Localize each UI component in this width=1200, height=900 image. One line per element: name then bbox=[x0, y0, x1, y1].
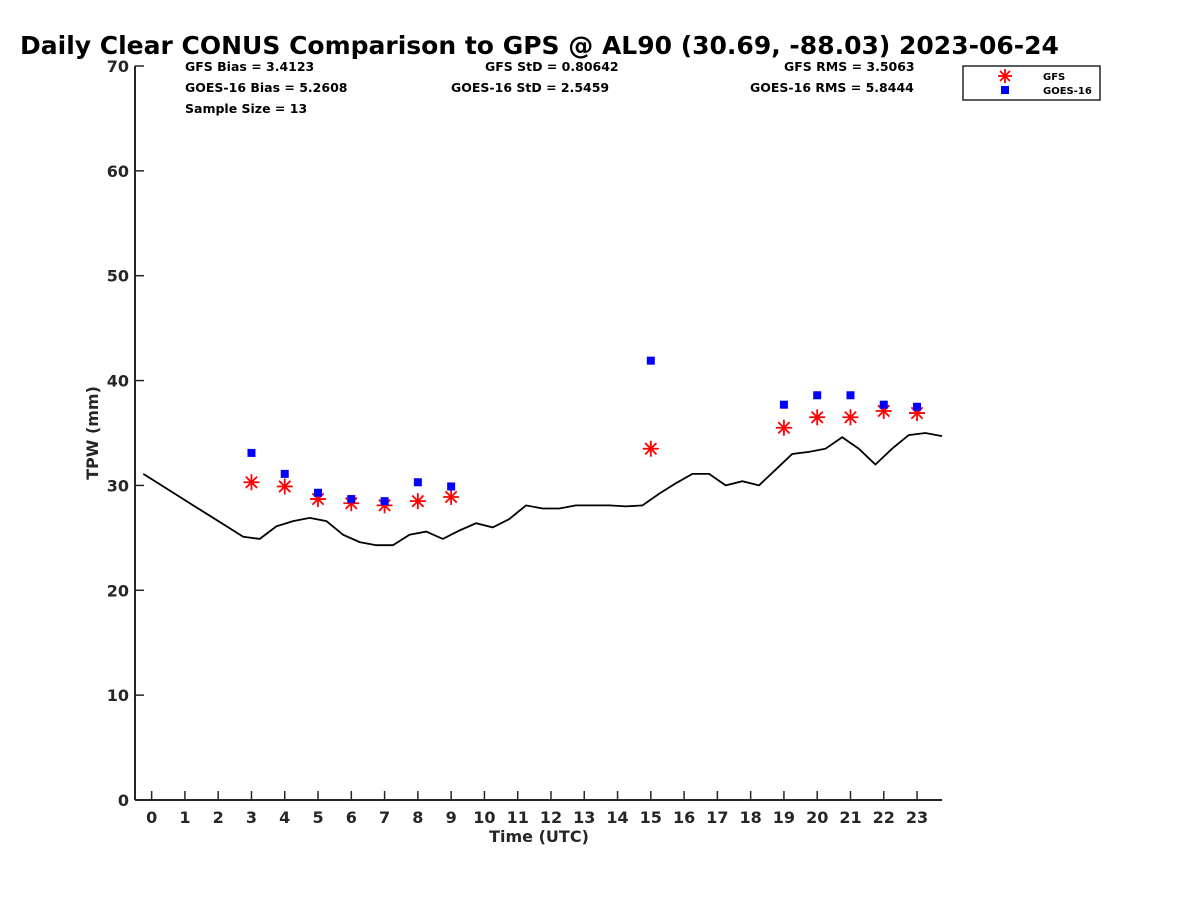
x-tick-label: 10 bbox=[473, 808, 495, 827]
goes-point bbox=[813, 391, 822, 400]
x-tick-label: 21 bbox=[839, 808, 861, 827]
legend-label: GFS bbox=[1043, 72, 1065, 83]
gfs-rms-label: GFS RMS = 3.5063 bbox=[784, 59, 915, 74]
legend-label: GOES-16 bbox=[1043, 86, 1092, 97]
x-tick-label: 15 bbox=[640, 808, 662, 827]
x-tick-label: 4 bbox=[279, 808, 290, 827]
x-tick-label: 1 bbox=[179, 808, 190, 827]
y-tick-label: 30 bbox=[107, 476, 129, 495]
y-tick-label: 70 bbox=[107, 57, 129, 76]
goes-series bbox=[247, 356, 922, 506]
y-tick-label: 50 bbox=[107, 267, 129, 286]
legend-box bbox=[962, 65, 1101, 101]
x-tick-label: 12 bbox=[540, 808, 562, 827]
goes-point bbox=[913, 402, 922, 411]
legend: GFS GOES-16 bbox=[962, 65, 1101, 101]
goes-point bbox=[314, 488, 323, 497]
gfs-point bbox=[443, 488, 460, 505]
gfs-point bbox=[809, 409, 826, 426]
gps-series bbox=[142, 432, 943, 547]
gfs-point bbox=[775, 419, 792, 436]
gfs-series bbox=[243, 402, 926, 514]
y-tick-label: 20 bbox=[107, 581, 129, 600]
asterisk-stroke bbox=[644, 442, 658, 456]
gfs-point bbox=[243, 474, 260, 491]
goes-point bbox=[380, 497, 389, 506]
asterisk-stroke bbox=[278, 480, 292, 493]
x-tick-label: 16 bbox=[673, 808, 695, 827]
asterisk-stroke bbox=[444, 490, 458, 504]
goes-bias-label: GOES-16 Bias = 5.2608 bbox=[185, 80, 348, 95]
y-axis-label: TPW (mm) bbox=[83, 386, 102, 480]
x-tick-label: 19 bbox=[773, 808, 795, 827]
x-tick-label: 20 bbox=[806, 808, 828, 827]
x-tick-label: 3 bbox=[246, 808, 257, 827]
goes-point bbox=[347, 495, 356, 504]
goes-point bbox=[846, 391, 855, 400]
x-tick-label: 18 bbox=[740, 808, 762, 827]
asterisk-stroke bbox=[999, 70, 1011, 82]
x-tick-label: 9 bbox=[446, 808, 457, 827]
x-tick-label: 17 bbox=[706, 808, 728, 827]
x-tick-label: 0 bbox=[146, 808, 157, 827]
x-tick-label: 14 bbox=[606, 808, 628, 827]
gfs-point bbox=[409, 493, 426, 510]
x-tick-label: 5 bbox=[312, 808, 323, 827]
asterisk-stroke bbox=[810, 410, 824, 424]
goes-point bbox=[247, 448, 256, 457]
goes-point bbox=[447, 482, 456, 491]
goes-point bbox=[879, 400, 888, 409]
goes-point bbox=[779, 400, 788, 409]
asterisk-stroke bbox=[777, 421, 791, 435]
y-tick-label: 0 bbox=[118, 791, 129, 810]
asterisk-stroke bbox=[245, 475, 258, 489]
x-tick-label: 23 bbox=[906, 808, 928, 827]
goes-std-label: GOES-16 StD = 2.5459 bbox=[451, 80, 610, 95]
legend-gfs-marker bbox=[998, 69, 1012, 83]
goes-rms-label: GOES-16 RMS = 5.8444 bbox=[750, 80, 914, 95]
asterisk-stroke bbox=[411, 494, 425, 508]
x-axis-label: Time (UTC) bbox=[489, 827, 589, 846]
gfs-point bbox=[642, 440, 659, 457]
x-tick-label: 22 bbox=[873, 808, 895, 827]
goes-point bbox=[280, 469, 289, 478]
goes-point bbox=[646, 356, 655, 365]
chart-title: Daily Clear CONUS Comparison to GPS @ AL… bbox=[20, 31, 1059, 60]
gfs-std-label: GFS StD = 0.80642 bbox=[485, 59, 619, 74]
y-tick-label: 60 bbox=[107, 162, 129, 181]
goes-point bbox=[413, 478, 422, 487]
x-tick-label: 2 bbox=[213, 808, 224, 827]
y-tick-label: 40 bbox=[107, 372, 129, 391]
x-tick-label: 13 bbox=[573, 808, 595, 827]
y-tick-label: 10 bbox=[107, 686, 129, 705]
gps-line bbox=[142, 432, 943, 547]
gfs-point bbox=[842, 409, 859, 426]
sample-size-label: Sample Size = 13 bbox=[185, 101, 308, 116]
gfs-point bbox=[276, 478, 293, 495]
x-tick-label: 11 bbox=[507, 808, 529, 827]
legend-goes-marker bbox=[1001, 86, 1009, 94]
x-tick-label: 7 bbox=[379, 808, 390, 827]
x-tick-label: 6 bbox=[346, 808, 357, 827]
x-tick-label: 8 bbox=[412, 808, 423, 827]
gfs-bias-label: GFS Bias = 3.4123 bbox=[185, 59, 315, 74]
asterisk-stroke bbox=[844, 410, 857, 424]
